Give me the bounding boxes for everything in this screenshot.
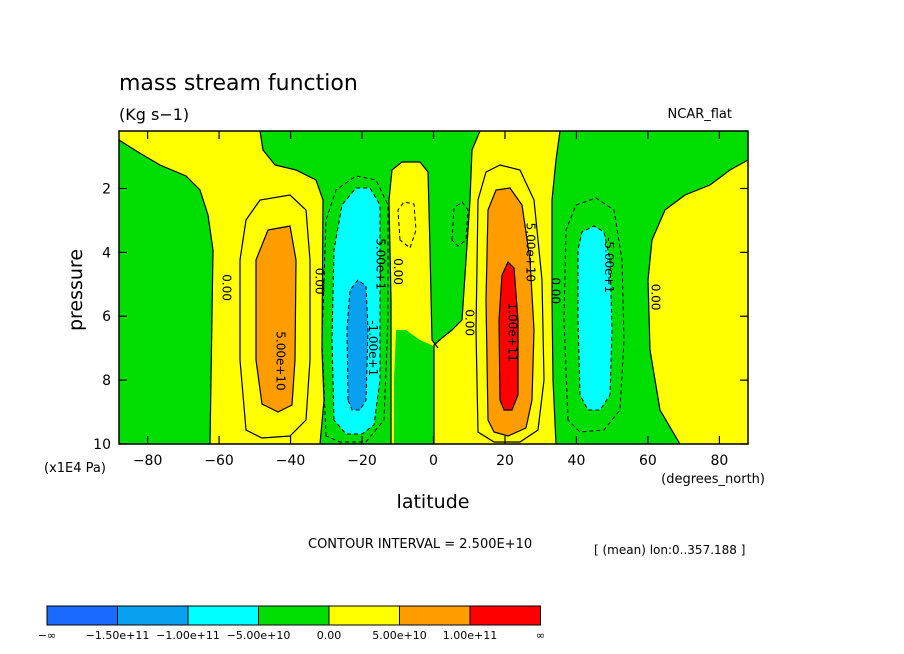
plot-area	[118, 130, 749, 445]
y-axis-units: (x1E4 Pa)	[44, 461, 106, 476]
region-south-orange	[256, 226, 296, 412]
mean-note: [ (mean) lon:0..357.188 ]	[594, 543, 745, 557]
y-ticks: 2 4 6 8 10	[93, 181, 748, 453]
colorbar-swatch	[469, 605, 541, 626]
contour-label: 0.00	[463, 309, 477, 336]
region-north-cyan	[578, 226, 612, 410]
region-north-high-positive	[648, 160, 748, 444]
contour-label: -1.00e+1	[366, 320, 380, 376]
colorbar-swatch	[187, 605, 259, 626]
contour-label: 5.00e+10	[273, 331, 287, 390]
colorbar: −∞ −1.50e+11 −1.00e+11 −5.00e+10 0.00 5.00e+1…	[38, 605, 545, 642]
contour-interval: CONTOUR INTERVAL = 2.500E+10	[308, 537, 532, 552]
contour-label: 1.00e+11	[506, 302, 520, 361]
y-tick-label: 2	[102, 181, 111, 197]
contour-label: 0.00	[548, 277, 562, 304]
x-axis-label: latitude	[397, 491, 470, 513]
contour-label: 0.00	[220, 274, 234, 301]
colorbar-swatch	[117, 605, 189, 626]
colorbar-label: 5.00e+10	[372, 629, 426, 642]
y-tick-label: 8	[102, 373, 111, 389]
colorbar-swatch	[258, 605, 330, 626]
region-south-blue	[347, 280, 368, 410]
colorbar-swatch	[328, 605, 400, 626]
x-axis-units: (degrees_north)	[661, 472, 765, 487]
region-equator-south-positive	[389, 162, 438, 444]
colorbar-label: 0.00	[317, 629, 342, 642]
contour-label: -5.00e+1	[602, 237, 616, 293]
x-tick-label: 60	[639, 453, 657, 469]
y-axis-label: pressure	[65, 249, 87, 331]
x-tick-label: 0	[429, 453, 438, 469]
contour-labels: 0.00 5.00e+10 0.00 -5.00e+1 -1.00e+1 0.00 0.00…	[220, 223, 663, 391]
contour-label: 5.00e+10	[523, 223, 537, 282]
colorbar-label: 1.00e+11	[443, 629, 497, 642]
x-tick-label: 80	[710, 453, 728, 469]
contour-label: 0.00	[313, 268, 327, 295]
colorbar-label: −∞	[38, 629, 56, 642]
colorbar-label: ∞	[536, 629, 545, 642]
colorbar-label: −1.50e+11	[86, 629, 150, 642]
x-tick-label: 20	[496, 453, 514, 469]
x-tick-label: −20	[347, 453, 377, 469]
colorbar-label: −5.00e+10	[227, 629, 291, 642]
y-tick-label: 4	[102, 245, 111, 261]
chart-title: mass stream function	[119, 71, 358, 96]
y-tick-label: 10	[93, 437, 111, 453]
contour-label: -5.00e+1	[373, 234, 387, 290]
x-tick-label: −40	[276, 453, 306, 469]
contour-label: 0.00	[649, 284, 663, 311]
colorbar-swatch	[46, 605, 118, 626]
colorbar-label: −1.00e+11	[156, 629, 220, 642]
x-ticks: −80 −60 −40 −20 0 20 40 60 80	[133, 131, 728, 469]
contour-lines	[119, 131, 748, 444]
x-tick-label: 40	[568, 453, 586, 469]
region-north-red	[499, 262, 518, 410]
dataset-label: NCAR_flat	[668, 107, 732, 122]
y-tick-label: 6	[102, 309, 111, 325]
chart-units: (Kg s−1)	[119, 105, 189, 124]
colorbar-swatch	[399, 605, 471, 626]
contour-label: 0.00	[391, 258, 405, 285]
x-tick-label: −60	[204, 453, 234, 469]
x-tick-label: −80	[133, 453, 163, 469]
